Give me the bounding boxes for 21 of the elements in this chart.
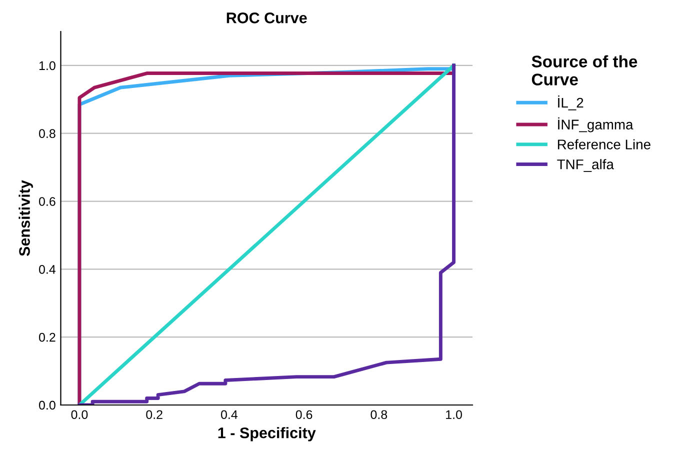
legend-label: TNF_alfa [557, 159, 614, 172]
y-tick-label: 0.4 [39, 264, 56, 274]
x-tick-label: 0.2 [146, 410, 162, 420]
y-tick-label: 0.0 [39, 400, 56, 410]
x-axis-title: 1 - Specificity [218, 427, 316, 442]
legend-label: İNF_gamma [558, 117, 634, 132]
y-tick-label: 0.2 [39, 332, 56, 342]
x-tick-label: 1.0 [446, 410, 462, 420]
x-tick-label: 0.4 [220, 410, 238, 420]
x-tick-label: 0.0 [71, 410, 88, 420]
x-tick-label: 0.8 [370, 410, 388, 420]
chart-title: ROC Curve [226, 12, 307, 24]
legend-label: Reference Line [558, 139, 650, 150]
legend-label: İL_2 [558, 96, 584, 110]
x-tick-label: 0.6 [296, 410, 312, 420]
y-axis-title: Sensitivity [18, 180, 33, 256]
y-tick-label: 0.6 [39, 197, 56, 206]
y-tick-label: 1.0 [39, 61, 56, 70]
legend-title: Source of the Curve [532, 55, 638, 86]
y-tick-label: 0.8 [39, 129, 56, 138]
line-series [78, 64, 456, 405]
